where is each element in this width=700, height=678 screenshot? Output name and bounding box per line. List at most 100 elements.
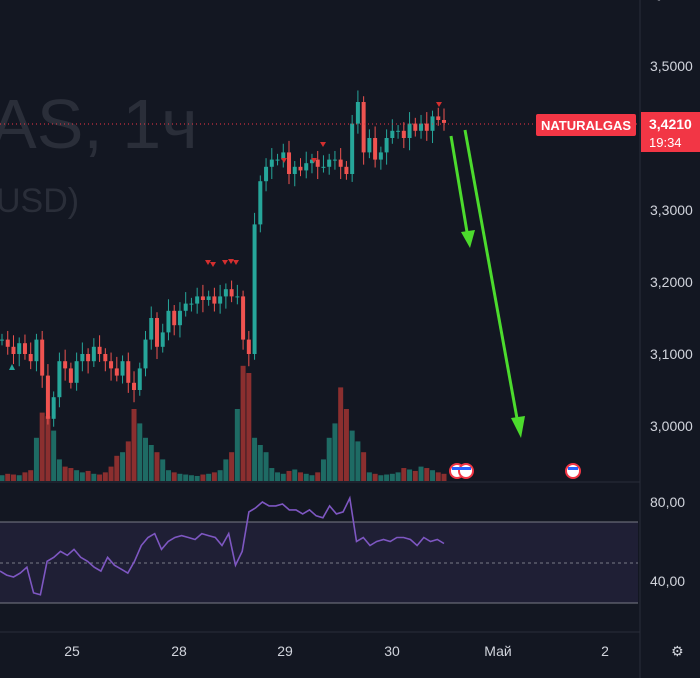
candle-body-9 [51, 397, 56, 419]
volume-bar-22 [125, 441, 131, 481]
volume-bar-41 [234, 409, 240, 481]
countdown: 19:34 [649, 135, 682, 150]
candle-body-37 [212, 296, 217, 304]
candle-body-26 [149, 318, 154, 340]
volume-bar-72 [412, 470, 418, 481]
volume-bar-23 [131, 409, 137, 481]
candle-body-6 [34, 339, 39, 362]
volume-bar-1 [5, 473, 11, 481]
candle-body-23 [132, 382, 137, 390]
volume-bar-3 [16, 475, 22, 481]
candle-body-48 [275, 159, 280, 161]
candle-body-19 [109, 361, 114, 369]
candle-body-47 [269, 159, 274, 167]
symbol-label-box [536, 114, 636, 136]
volume-bar-50 [286, 470, 292, 481]
top-icon[interactable]: ◦ [656, 0, 662, 6]
candle-body-12 [68, 368, 73, 383]
candle-body-54 [309, 159, 314, 164]
candle-body-27 [154, 318, 159, 347]
volume-bar-18 [102, 472, 108, 481]
volume-bar-13 [74, 470, 80, 481]
candle-body-67 [384, 138, 389, 153]
candle-body-53 [304, 163, 309, 171]
price-tick-3: 3,1000 [650, 346, 693, 362]
volume-bar-4 [22, 472, 28, 481]
volume-bar-75 [430, 470, 436, 481]
candle-body-8 [45, 375, 50, 419]
candle-body-18 [103, 354, 108, 362]
volume-bar-63 [361, 452, 367, 481]
volume-bar-59 [338, 387, 344, 481]
candle-body-66 [378, 152, 383, 160]
volume-bar-24 [137, 423, 143, 481]
candle-body-49 [281, 152, 286, 160]
price-tick-4: 3,0000 [650, 418, 693, 434]
time-tick-5: 2 [601, 643, 609, 659]
candle-body-10 [57, 361, 62, 398]
candle-body-34 [195, 296, 200, 304]
candle-body-14 [80, 354, 85, 362]
candle-body-20 [114, 368, 119, 376]
volume-bar-12 [68, 468, 74, 481]
time-tick-3: 30 [384, 643, 400, 659]
candle-body-13 [74, 361, 79, 383]
time-tick-4: Май [484, 643, 511, 659]
candle-body-4 [22, 343, 27, 354]
volume-bar-34 [194, 475, 200, 481]
candle-body-51 [292, 166, 297, 174]
candle-body-73 [419, 123, 424, 131]
volume-bar-35 [200, 474, 206, 481]
volume-bar-27 [154, 452, 160, 481]
volume-bar-11 [62, 466, 68, 481]
volume-bar-29 [165, 470, 171, 481]
volume-bar-33 [188, 475, 194, 481]
volume-bar-20 [114, 455, 120, 481]
volume-bar-66 [378, 475, 384, 481]
candle-body-74 [424, 123, 429, 131]
volume-bar-2 [10, 474, 16, 481]
volume-bar-21 [120, 452, 126, 481]
candle-body-71 [407, 123, 412, 138]
price-candles [0, 90, 446, 427]
candle-body-69 [396, 130, 401, 132]
volume-bar-53 [303, 473, 309, 481]
candle-body-38 [218, 296, 223, 304]
candle-body-21 [120, 361, 125, 376]
candle-body-25 [143, 339, 148, 369]
candle-body-65 [373, 138, 378, 160]
candle-body-57 [327, 159, 332, 167]
candle-body-43 [246, 339, 251, 354]
volume-bar-57 [326, 437, 332, 481]
candle-body-30 [172, 310, 177, 326]
candle-body-44 [252, 224, 257, 354]
volume-bar-40 [229, 452, 235, 481]
candle-body-11 [63, 361, 68, 369]
volume-bar-43 [246, 373, 252, 481]
volume-bar-65 [372, 473, 378, 481]
candle-body-61 [350, 123, 355, 174]
candle-body-41 [235, 296, 240, 298]
settings-icon[interactable]: ⚙ [671, 644, 684, 660]
candle-body-24 [137, 368, 142, 390]
volume-bar-32 [183, 474, 189, 481]
event-icons[interactable] [449, 463, 581, 479]
candle-body-64 [367, 138, 372, 153]
volume-bar-51 [292, 469, 298, 481]
volume-bar-58 [332, 423, 338, 481]
volume-bar-6 [33, 437, 39, 481]
candle-body-3 [17, 343, 22, 354]
volume-bars [0, 365, 447, 481]
candle-body-42 [241, 296, 246, 340]
volume-bar-73 [418, 466, 424, 481]
last-price-box [641, 112, 700, 152]
candle-body-72 [413, 123, 418, 131]
candle-body-55 [315, 159, 320, 167]
forecast-arrows [449, 129, 525, 438]
volume-bar-61 [349, 430, 355, 481]
volume-bar-25 [143, 437, 149, 481]
time-tick-2: 29 [277, 643, 293, 659]
candle-body-60 [344, 166, 349, 174]
volume-bar-30 [171, 472, 177, 481]
